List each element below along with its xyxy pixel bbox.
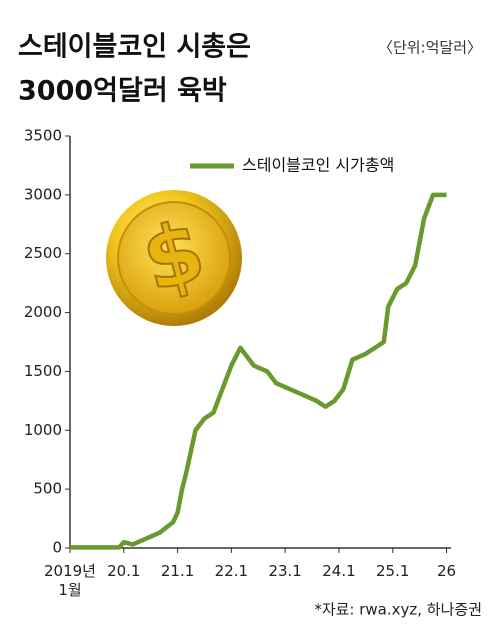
x-tick-label: 23.1: [268, 562, 302, 580]
x-tick-label: 26: [436, 562, 457, 580]
y-tick-label: 500: [33, 480, 62, 498]
y-tick-label: 1000: [24, 421, 62, 439]
legend-label: 스테이블코인 시가총액: [242, 156, 394, 175]
y-tick-label: 0: [52, 539, 62, 557]
x-tick-label: 25.1: [376, 562, 410, 580]
x-tick-label: 24.1: [322, 562, 356, 580]
data-line: [70, 192, 447, 550]
y-tick-label: 3000: [24, 185, 62, 203]
y-tick-label: 3500: [24, 127, 62, 145]
title: 스테이블코인 시총은: [18, 32, 251, 63]
unit: 〈단위:억달러〉: [378, 39, 482, 57]
y-tick-label: 2500: [24, 244, 62, 262]
x-tick-label: 21.1: [160, 562, 195, 580]
x-tick-label: 22.1: [214, 562, 249, 580]
y-tick-label: 1500: [24, 362, 62, 380]
source: *자료: rwa.xyz, 하나증권: [314, 601, 482, 619]
x-tick-label: 2019년 1월: [44, 562, 96, 599]
y-tick-label: 2000: [24, 303, 62, 321]
coin-icon: $: [106, 190, 242, 326]
title: 3000억달러 육박: [18, 76, 227, 107]
x-tick-label: 20.1: [107, 562, 141, 580]
